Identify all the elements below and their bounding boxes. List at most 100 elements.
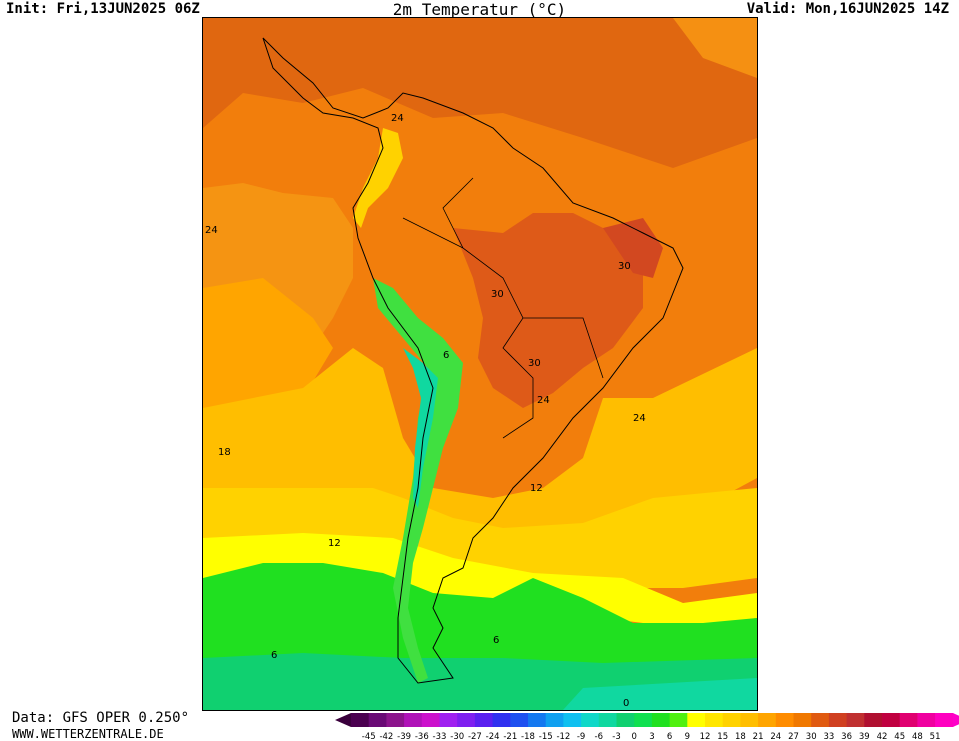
contour-label: 24 [633, 413, 646, 424]
field-27-30-north [203, 18, 757, 168]
legend-tick-label: 24 [770, 732, 781, 741]
legend-tick-label: 45 [894, 732, 905, 741]
legend-swatch [457, 713, 476, 727]
legend-canvas: -45 -42 -39 -36 -33 -30 -27 -24 -21 -18 -15 -12 -9 -6… [335, 713, 959, 741]
legend-swatch [510, 713, 529, 727]
legend-tick-label: 39 [859, 732, 870, 741]
legend-swatch [935, 713, 954, 727]
contour-label: 12 [530, 483, 543, 494]
legend-tick-label: 36 [841, 732, 852, 741]
legend-tick-label: 42 [877, 732, 888, 741]
legend-swatch [899, 713, 918, 727]
legend-tick-label: 30 [806, 732, 817, 741]
legend-swatch [492, 713, 511, 727]
legend-tick-label: 0 [631, 732, 636, 741]
legend-swatch [368, 713, 387, 727]
data-source-label: Data: GFS OPER 0.250° [12, 710, 190, 726]
contour-label: 30 [491, 289, 504, 300]
legend-swatch [828, 713, 848, 727]
legend-tick-label: -30 [450, 732, 464, 741]
contour-label: 6 [271, 650, 277, 661]
legend-swatch [598, 713, 617, 727]
legend-swatch [846, 713, 865, 727]
legend-swatch [474, 713, 494, 727]
contour-label: 30 [528, 358, 541, 369]
field-0-band [563, 678, 757, 710]
legend-tick-label: -9 [577, 732, 585, 741]
legend-swatch [528, 713, 547, 727]
legend-tick-label: -15 [539, 732, 553, 741]
legend-tick-label: 15 [717, 732, 728, 741]
legend-tick-label: -3 [612, 732, 620, 741]
legend-swatch [421, 713, 440, 727]
legend-tick-label: -18 [521, 732, 535, 741]
init-time-label: Init: Fri,13JUN2025 06Z [6, 1, 200, 17]
legend-tick-label: -39 [397, 732, 411, 741]
legend-swatch [722, 713, 741, 727]
valid-time-label: Valid: Mon,16JUN2025 14Z [746, 1, 949, 17]
contour-label: 0 [623, 698, 629, 709]
legend-swatch [563, 713, 582, 727]
legend-swatch [651, 713, 671, 727]
coastline [262, 37, 684, 684]
legend-swatch [758, 713, 777, 727]
legend-swatch [351, 713, 370, 727]
country-borders [402, 177, 604, 439]
legend-swatch [404, 713, 423, 727]
contour-label: 12 [328, 538, 341, 549]
legend-swatch [864, 713, 883, 727]
legend-tick-label: 51 [930, 732, 941, 741]
legend-tick-label: 18 [735, 732, 746, 741]
contour-label: 6 [443, 350, 449, 361]
legend-swatch [811, 713, 830, 727]
legend-tick-label: 9 [685, 732, 690, 741]
contour-label: 24 [391, 113, 404, 124]
contour-label: 6 [493, 635, 499, 646]
legend-tick-label: -36 [415, 732, 429, 741]
andes-colder-strip [403, 348, 438, 508]
legend-tick-label: 27 [788, 732, 799, 741]
legend-low-arrow [335, 713, 351, 727]
field-east-ocean [673, 18, 757, 78]
legend-tick-label: 48 [912, 732, 923, 741]
contour-label: 30 [618, 261, 631, 272]
field-21-ocean [203, 278, 333, 418]
legend-tick-label: -33 [433, 732, 447, 741]
legend-tick-label: 21 [753, 732, 764, 741]
legend-tick-label: 33 [823, 732, 834, 741]
color-legend: -45 -42 -39 -36 -33 -30 -27 -24 -21 -18 -15 -12 -9 -6… [333, 711, 959, 741]
legend-swatch [775, 713, 794, 727]
map-canvas: 24 24 30 30 30 6 24 24 18 12 12 6 6 0 [203, 18, 757, 710]
legend-tick-label: -42 [379, 732, 393, 741]
legend-swatch [386, 713, 405, 727]
contour-labels: 24 24 30 30 30 6 24 24 18 12 12 6 6 0 [205, 113, 646, 709]
contour-label: 24 [205, 225, 218, 236]
legend-tick-label: 6 [667, 732, 672, 741]
legend-swatch [705, 713, 724, 727]
north-andes-cool [353, 128, 403, 228]
legend-swatch [634, 713, 653, 727]
legend-swatch [793, 713, 812, 727]
legend-swatch [882, 713, 901, 727]
legend-swatch [687, 713, 706, 727]
contour-label: 24 [537, 395, 550, 406]
legend-tick-label: -21 [503, 732, 517, 741]
legend-tick-label: 3 [649, 732, 654, 741]
legend-tick-label: -45 [362, 732, 376, 741]
field-33-core [603, 218, 663, 278]
legend-swatch [740, 713, 759, 727]
legend-tick-label: -24 [486, 732, 500, 741]
legend-tick-label: -6 [595, 732, 603, 741]
legend-swatch [917, 713, 936, 727]
legend-swatch [581, 713, 600, 727]
temperature-map: 24 24 30 30 30 6 24 24 18 12 12 6 6 0 [202, 17, 758, 711]
legend-high-arrow [952, 713, 959, 727]
field-12-band [203, 533, 757, 628]
website-label: WWW.WETTERZENTRALE.DE [12, 727, 164, 741]
field-30-plus-core [453, 213, 643, 408]
legend-swatch [545, 713, 564, 727]
legend-tick-label: -27 [468, 732, 482, 741]
legend-tick-label: 12 [700, 732, 711, 741]
legend-swatch [439, 713, 458, 727]
map-title: 2m Temperatur (°C) [392, 0, 567, 19]
